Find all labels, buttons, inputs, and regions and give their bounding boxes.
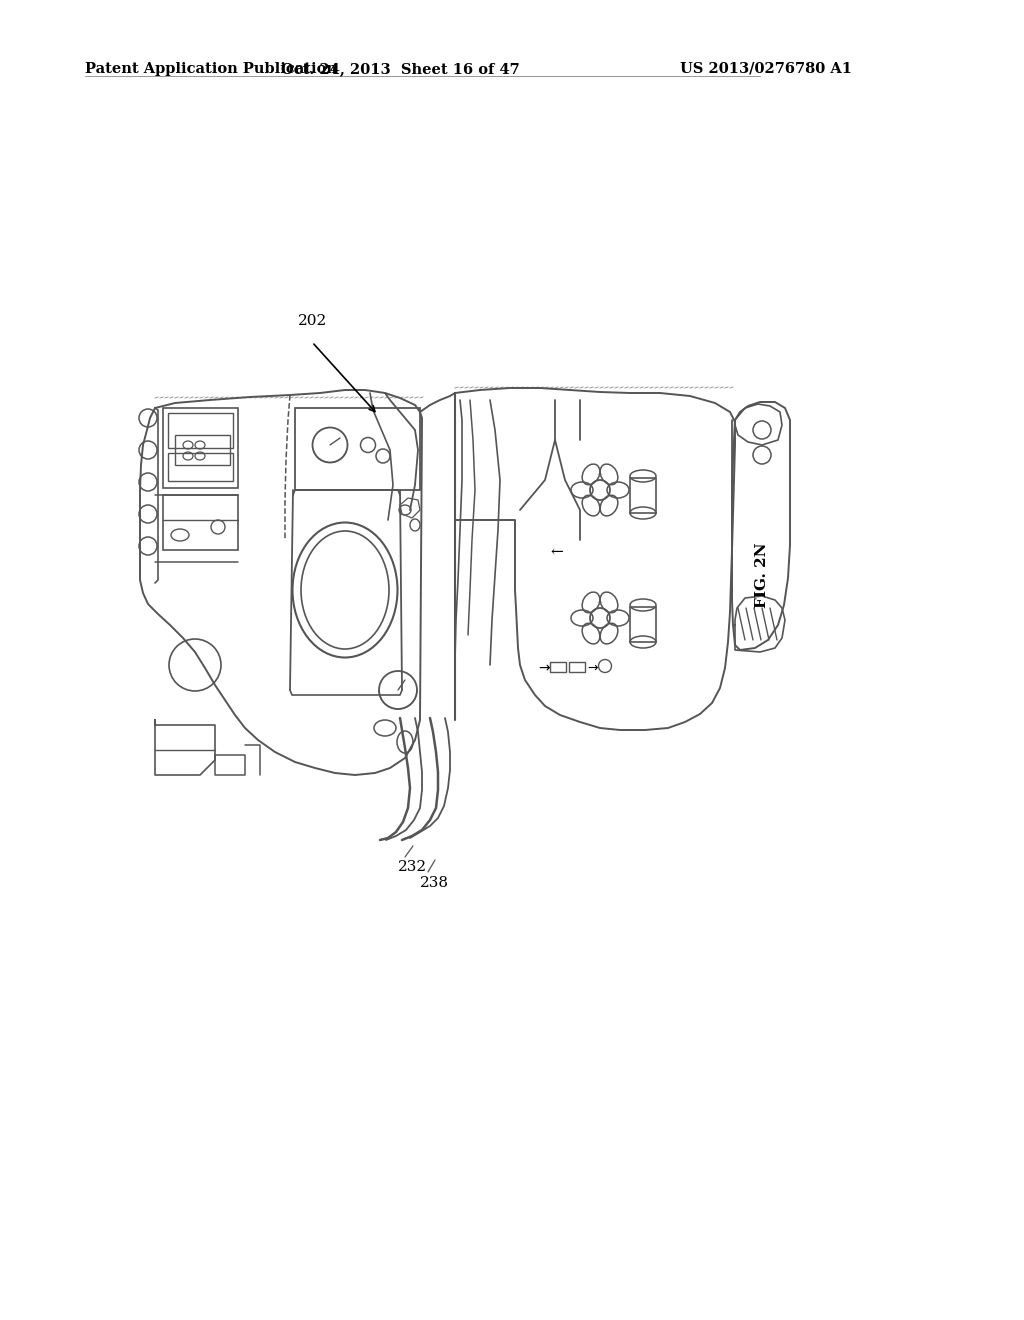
Text: FIG. 2N: FIG. 2N — [755, 543, 769, 607]
Text: Patent Application Publication: Patent Application Publication — [85, 62, 337, 77]
Bar — [168, 413, 233, 447]
Bar — [163, 495, 238, 550]
Bar — [175, 436, 230, 465]
Bar — [630, 607, 656, 642]
Bar — [630, 478, 656, 513]
Text: 232: 232 — [398, 861, 427, 874]
Bar — [569, 663, 585, 672]
Text: 202: 202 — [298, 314, 328, 327]
Bar — [550, 663, 566, 672]
Bar — [163, 408, 238, 488]
Text: 238: 238 — [420, 876, 449, 890]
Text: →: → — [587, 661, 597, 675]
Bar — [168, 453, 233, 480]
Text: ←: ← — [550, 546, 563, 560]
Text: US 2013/0276780 A1: US 2013/0276780 A1 — [680, 62, 852, 77]
Text: →: → — [538, 661, 550, 675]
Text: Oct. 24, 2013  Sheet 16 of 47: Oct. 24, 2013 Sheet 16 of 47 — [281, 62, 519, 77]
Bar — [295, 408, 420, 490]
